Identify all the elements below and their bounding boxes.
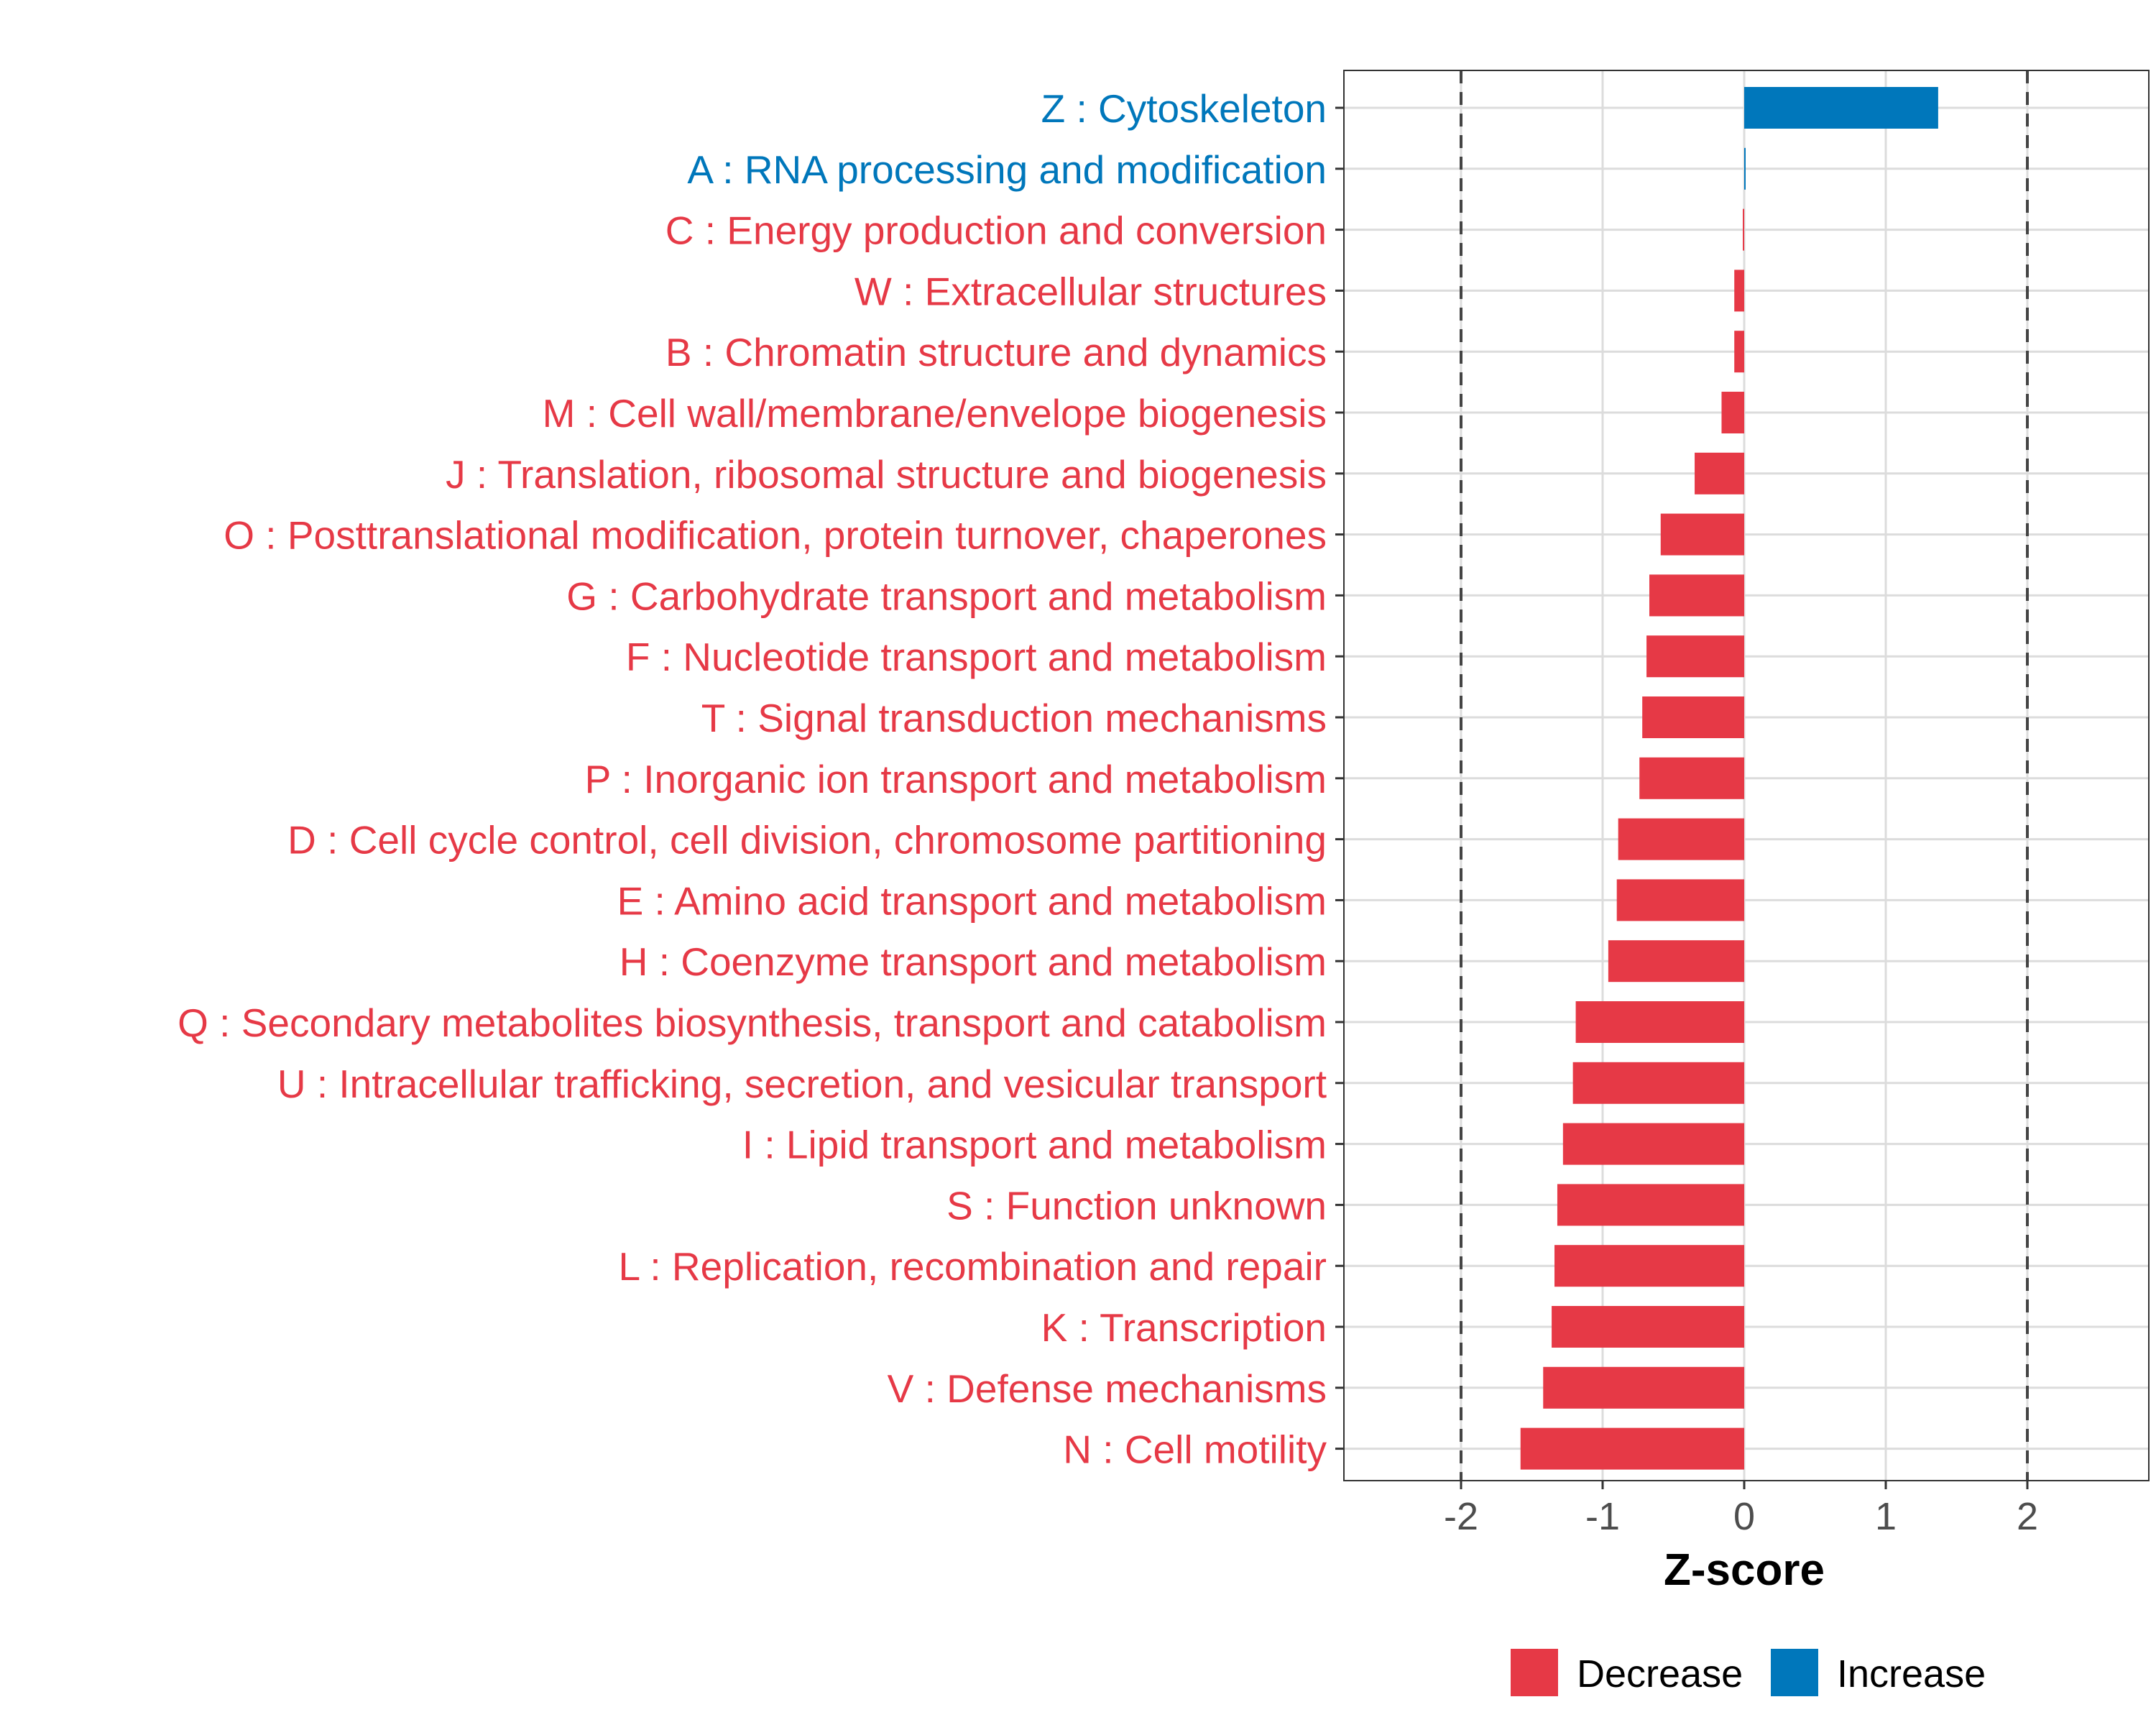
category-label-22: N : Cell motility (1063, 1427, 1327, 1472)
category-label-6: J : Translation, ribosomal structure and… (446, 452, 1327, 497)
category-label-8: G : Carbohydrate transport and metabolis… (566, 574, 1327, 618)
legend-key-decrease (1511, 1649, 1558, 1696)
bar-15 (1575, 1001, 1744, 1043)
threshold-lines (1460, 70, 2029, 1481)
bar-13 (1616, 879, 1744, 921)
category-label-4: B : Chromatin structure and dynamics (665, 330, 1327, 374)
category-label-13: E : Amino acid transport and metabolism (617, 878, 1327, 923)
bar-0 (1744, 87, 1938, 129)
bar-18 (1557, 1184, 1744, 1226)
bar-2 (1743, 208, 1745, 251)
bar-11 (1639, 757, 1744, 799)
bar-8 (1649, 574, 1744, 617)
bar-12 (1618, 818, 1744, 860)
legend: Decrease Increase (1511, 1649, 1986, 1696)
bar-5 (1721, 392, 1744, 433)
category-label-2: C : Energy production and conversion (665, 208, 1327, 253)
category-label-14: H : Coenzyme transport and metabolism (619, 939, 1327, 984)
category-label-17: I : Lipid transport and metabolism (742, 1123, 1327, 1167)
x-axis: -2 -1 0 1 2 (1444, 1481, 2038, 1538)
x-tick-label-4: 2 (2017, 1495, 2038, 1538)
bar-22 (1520, 1427, 1744, 1470)
bar-6 (1695, 452, 1744, 494)
bar-7 (1660, 513, 1744, 556)
bar-19 (1554, 1245, 1744, 1287)
category-label-11: P : Inorganic ion transport and metaboli… (585, 757, 1327, 801)
plot-panel (1343, 70, 2150, 1481)
bar-9 (1646, 635, 1744, 678)
bar-21 (1543, 1366, 1744, 1409)
bar-1 (1744, 147, 1746, 190)
grid-lines (1344, 70, 2149, 1481)
bar-10 (1642, 696, 1744, 738)
bar-4 (1734, 331, 1744, 373)
legend-label-decrease: Decrease (1577, 1652, 1743, 1696)
bar-17 (1562, 1123, 1744, 1165)
legend-key-increase (1771, 1649, 1818, 1696)
category-label-16: U : Intracellular trafficking, secretion… (277, 1062, 1327, 1106)
category-label-3: W : Extracellular structures (854, 269, 1327, 313)
category-label-12: D : Cell cycle control, cell division, c… (287, 818, 1327, 862)
category-label-7: O : Posttranslational modification, prot… (224, 513, 1327, 558)
category-label-18: S : Function unknown (946, 1183, 1327, 1228)
category-label-10: T : Signal transduction mechanisms (701, 696, 1327, 740)
y-axis: Z : Cytoskeleton A : RNA processing and m… (178, 86, 1344, 1472)
category-label-9: F : Nucleotide transport and metabolism (626, 635, 1327, 679)
bar-20 (1552, 1306, 1744, 1348)
x-tick-label-3: 1 (1875, 1495, 1897, 1538)
category-label-19: L : Replication, recombination and repai… (619, 1244, 1327, 1289)
category-label-20: K : Transcription (1041, 1305, 1327, 1350)
category-label-1: A : RNA processing and modification (687, 147, 1327, 192)
category-label-0: Z : Cytoskeleton (1041, 86, 1327, 131)
bar-3 (1734, 270, 1744, 312)
category-label-21: V : Defense mechanisms (888, 1366, 1327, 1411)
bars (1520, 87, 1938, 1470)
category-label-15: Q : Secondary metabolites biosynthesis, … (178, 1000, 1327, 1045)
x-tick-label-0: -2 (1444, 1495, 1478, 1538)
bar-14 (1608, 940, 1744, 983)
x-tick-label-1: -1 (1585, 1495, 1620, 1538)
x-tick-label-2: 0 (1733, 1495, 1755, 1538)
x-axis-title: Z-score (1664, 1545, 1825, 1595)
bar-16 (1572, 1062, 1744, 1104)
category-label-5: M : Cell wall/membrane/envelope biogenes… (543, 391, 1327, 436)
legend-label-increase: Increase (1837, 1652, 1986, 1696)
